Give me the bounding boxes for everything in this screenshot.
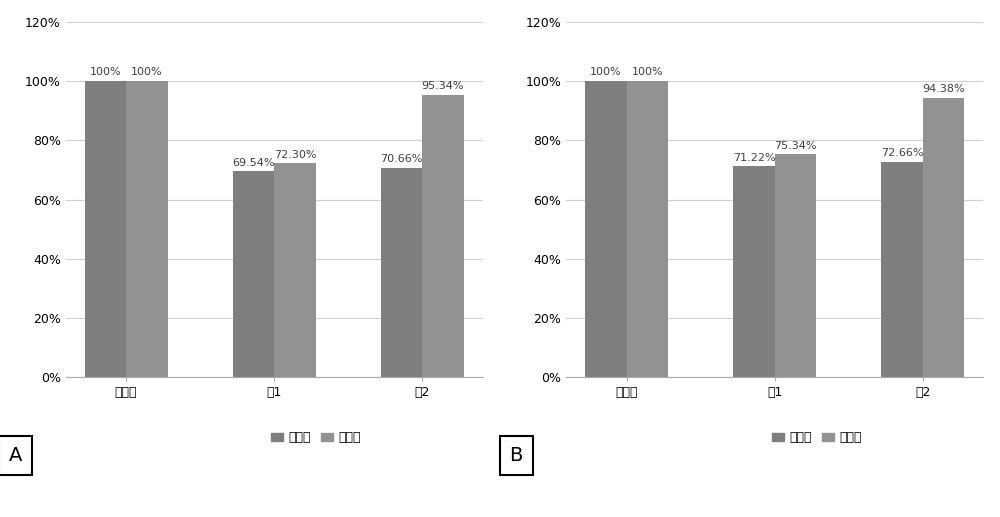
Bar [775, 154, 816, 377]
Bar [627, 81, 668, 377]
Text: 69.54%: 69.54% [232, 158, 275, 168]
Text: 95.34%: 95.34% [422, 81, 464, 91]
Bar [85, 81, 126, 377]
Text: 71.22%: 71.22% [733, 153, 775, 163]
Text: A: A [9, 446, 22, 465]
Legend: 保存后, 夏苏后: 保存后, 夏苏后 [266, 427, 366, 449]
Bar [274, 163, 316, 377]
Text: B: B [510, 446, 523, 465]
Text: 72.30%: 72.30% [274, 149, 316, 160]
Bar [923, 98, 964, 377]
Text: 75.34%: 75.34% [774, 141, 817, 150]
Bar [126, 81, 168, 377]
Text: 72.66%: 72.66% [881, 148, 923, 158]
Text: 70.66%: 70.66% [380, 155, 423, 164]
Bar [733, 166, 775, 377]
Text: 100%: 100% [90, 67, 121, 78]
Bar [381, 168, 422, 377]
Text: 100%: 100% [131, 67, 163, 78]
Legend: 保存后, 夏苏后: 保存后, 夏苏后 [767, 427, 867, 449]
Text: 100%: 100% [632, 67, 663, 78]
Bar [585, 81, 627, 377]
Text: 100%: 100% [590, 67, 622, 78]
Bar [881, 162, 923, 377]
Text: 94.38%: 94.38% [922, 84, 965, 94]
Bar [422, 95, 464, 377]
Bar [233, 171, 274, 377]
